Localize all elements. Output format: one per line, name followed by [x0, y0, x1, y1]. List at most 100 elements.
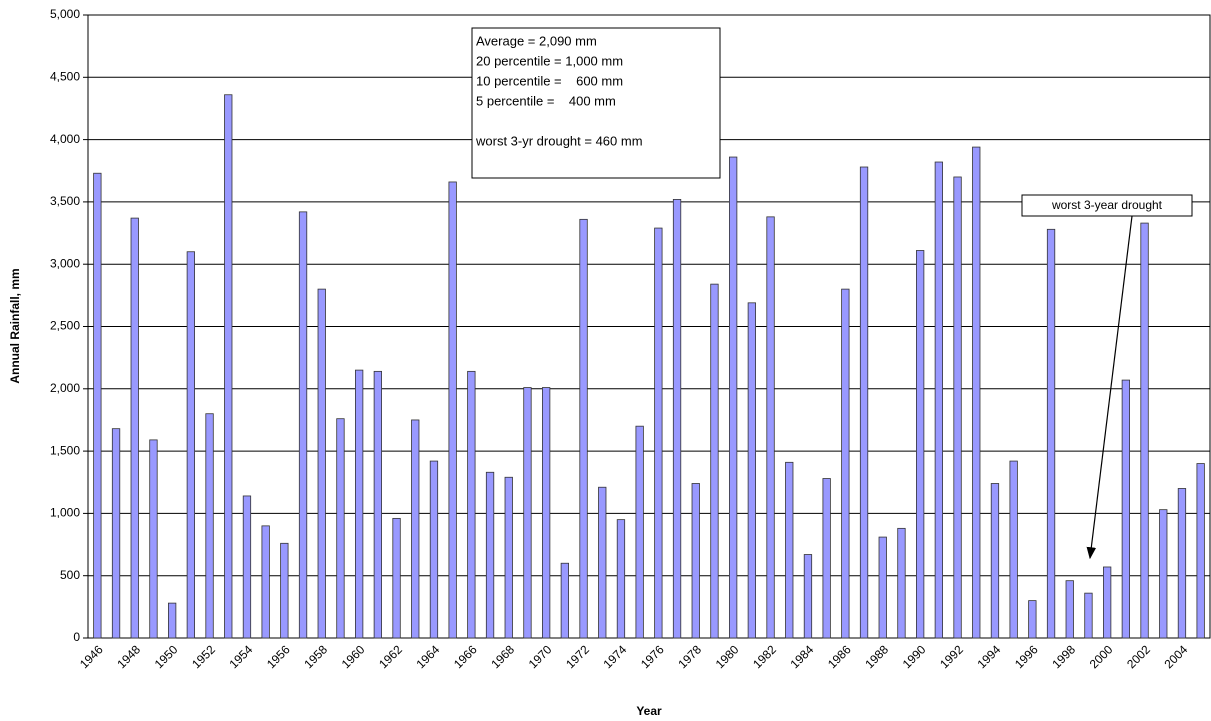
text-box	[471, 27, 721, 179]
x-tick-label: 1986	[825, 642, 854, 671]
bar	[710, 283, 719, 639]
x-tick-label: 1958	[301, 642, 330, 671]
bar	[897, 527, 906, 639]
bar	[1177, 488, 1187, 639]
bar	[1065, 580, 1074, 639]
y-tick-label: 500	[60, 568, 80, 582]
text-box-line: Average = 2,090 mm	[476, 33, 597, 48]
bar	[317, 288, 326, 639]
text-box-line: 20 percentile = 1,000 mm	[476, 53, 623, 68]
arrow-label-box	[1021, 194, 1193, 217]
x-tick-label: 1976	[638, 642, 667, 671]
y-axis-label: Annual Rainfall, mm	[8, 268, 22, 383]
x-tick-label: 1984	[788, 642, 817, 671]
bar	[729, 156, 738, 639]
bar	[785, 461, 794, 639]
bar	[504, 476, 513, 639]
bar	[336, 418, 345, 639]
bar	[859, 166, 869, 639]
bar	[953, 176, 962, 639]
y-tick-label: 4,000	[50, 132, 80, 146]
x-tick-label: 1980	[713, 642, 742, 671]
bar	[990, 483, 1000, 639]
bar	[111, 428, 121, 639]
x-tick-label: 1972	[563, 642, 592, 671]
x-tick-label: 1970	[526, 642, 555, 671]
x-axis-label: Year	[636, 704, 662, 718]
bar	[168, 602, 177, 639]
bar	[392, 517, 401, 639]
bar	[242, 495, 252, 639]
bar	[1103, 566, 1112, 639]
bar	[130, 217, 139, 639]
x-tick-label: 1978	[675, 642, 704, 671]
bar	[205, 413, 214, 639]
x-tick-label: 1952	[189, 642, 218, 671]
bar	[411, 419, 420, 639]
bar	[373, 370, 382, 639]
bar	[654, 227, 663, 639]
bar	[691, 483, 700, 639]
x-tick-label: 1992	[937, 642, 966, 671]
x-tick-label: 1960	[339, 642, 368, 671]
bar	[1140, 222, 1149, 639]
bar	[635, 425, 644, 639]
bar	[1084, 592, 1093, 639]
x-tick-label: 1996	[1012, 642, 1041, 671]
x-tick-label: 1948	[114, 642, 143, 671]
x-tick-label: 1994	[975, 642, 1004, 671]
x-tick-label: 1998	[1049, 642, 1078, 671]
bar	[224, 94, 233, 639]
text-box-line: 10 percentile = 600 mm	[476, 73, 623, 88]
x-tick-label: 1966	[451, 642, 480, 671]
bar	[149, 439, 158, 639]
x-tick-label: 2004	[1162, 642, 1191, 671]
bar	[261, 525, 270, 639]
y-tick-label: 1,500	[50, 443, 80, 457]
bar	[93, 172, 102, 639]
bar	[878, 536, 887, 639]
text-box-note: worst 3-yr drought = 460 mm	[475, 133, 643, 148]
y-tick-label: 4,500	[50, 69, 80, 83]
bar	[1159, 509, 1168, 639]
y-tick-label: 3,000	[50, 256, 80, 270]
x-tick-label: 2000	[1087, 642, 1116, 671]
bar	[766, 216, 775, 639]
bar	[803, 554, 813, 639]
bar	[616, 519, 626, 639]
bar	[1121, 379, 1130, 639]
bar	[355, 369, 364, 639]
bar	[1196, 463, 1205, 639]
bar	[448, 181, 457, 639]
y-tick-label: 3,500	[50, 194, 80, 208]
x-tick-label: 1962	[376, 642, 405, 671]
x-tick-label: 2002	[1124, 642, 1153, 671]
x-tick-label: 1946	[77, 642, 106, 671]
bar	[429, 460, 439, 639]
bar	[1046, 228, 1056, 639]
x-tick-label: 1956	[264, 642, 293, 671]
y-tick-label: 1,000	[50, 506, 80, 520]
x-tick-label: 1964	[414, 642, 443, 671]
bar	[579, 218, 588, 639]
x-tick-label: 1990	[900, 642, 929, 671]
arrow-label: worst 3-year drought	[1051, 198, 1163, 212]
x-tick-label: 1982	[750, 642, 779, 671]
y-tick-label: 2,000	[50, 381, 80, 395]
bar	[747, 302, 756, 639]
bar	[542, 387, 551, 639]
bar	[916, 250, 925, 639]
bar	[972, 146, 981, 639]
bar	[598, 486, 607, 639]
x-tick-label: 1988	[862, 642, 891, 671]
y-tick-label: 5,000	[50, 7, 80, 21]
arrow	[1086, 215, 1133, 560]
bar	[298, 211, 308, 639]
bar	[560, 562, 569, 639]
bar	[280, 542, 289, 639]
x-tick-label: 1968	[488, 642, 517, 671]
bar	[672, 199, 682, 639]
x-tick-label: 1974	[601, 642, 630, 671]
bar	[841, 288, 850, 639]
